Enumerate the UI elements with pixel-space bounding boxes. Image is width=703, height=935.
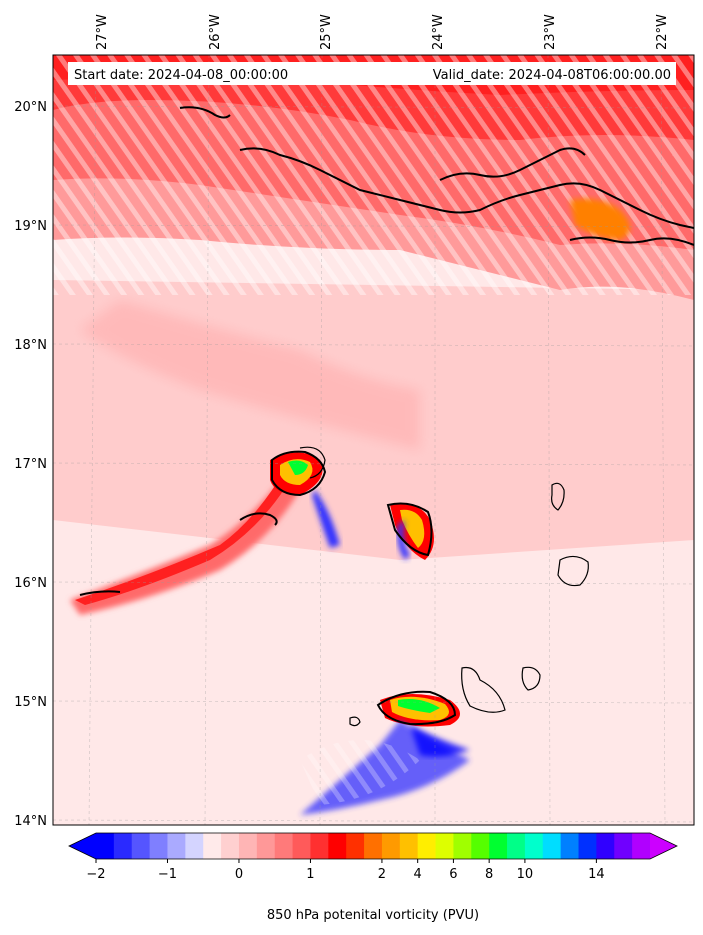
colorbar-cell: [113, 833, 133, 859]
valid-date-text: Valid_date: 2024-04-08T06:00:00.00: [433, 68, 671, 83]
colorbar-cell: [381, 833, 401, 859]
colorbar-cell: [435, 833, 454, 859]
colorbar-tick-label: 4: [414, 867, 422, 882]
colorbar-cell: [96, 833, 115, 859]
colorbar-cell: [614, 833, 633, 859]
colorbar-tick-label: 2: [378, 867, 386, 882]
colorbar-cell: [507, 833, 526, 859]
colorbar-tick-label: 10: [517, 867, 534, 882]
colorbar-cell: [274, 833, 294, 859]
lon-label: 23°W: [543, 14, 558, 50]
colorbar-tick-label: −2: [86, 867, 105, 882]
colorbar-cell: [524, 833, 544, 859]
lon-label: 27°W: [95, 14, 110, 50]
lat-label: 15°N: [14, 695, 47, 710]
colorbar-cell: [489, 833, 508, 859]
colorbar-under-arrow: [69, 833, 96, 859]
colorbar-tick-label: 0: [235, 867, 243, 882]
map-frame: [52, 54, 695, 826]
colorbar-cell: [578, 833, 597, 859]
colorbar-label: 850 hPa potenital vorticity (PVU): [267, 908, 479, 923]
colorbar-over-arrow: [650, 833, 677, 859]
longitude-labels: 27°W 26°W 25°W 24°W 23°W 22°W: [95, 14, 670, 50]
colorbar-cell: [149, 833, 168, 859]
lat-label: 20°N: [14, 100, 47, 115]
colorbar-tick-label: 8: [485, 867, 493, 882]
lon-label: 26°W: [208, 14, 223, 50]
colorbar-cell: [292, 833, 311, 859]
colorbar-tick-label: 14: [588, 867, 605, 882]
lon-label: 22°W: [655, 14, 670, 50]
colorbar-cell: [131, 833, 151, 859]
date-info-box: [68, 62, 676, 85]
coastlines: [299, 446, 589, 727]
colorbar-cell: [238, 833, 258, 859]
colorbar-cell: [560, 833, 580, 859]
colorbar-cell: [328, 833, 347, 859]
colorbar-cell: [364, 833, 383, 859]
start-date-text: Start date: 2024-04-08_00:00:00: [74, 68, 288, 83]
colorbar-cell: [453, 833, 472, 859]
colorbar-cell: [596, 833, 615, 859]
colorbar-cell: [310, 833, 329, 859]
lat-label: 19°N: [14, 219, 47, 234]
latitude-labels: 20°N 19°N 18°N 17°N 16°N 15°N 14°N: [14, 100, 47, 829]
lat-label: 14°N: [14, 814, 47, 829]
colorbar-tick-label: 6: [449, 867, 457, 882]
lat-label: 17°N: [14, 457, 47, 472]
colorbar-cell: [167, 833, 186, 859]
lon-label: 24°W: [431, 14, 446, 50]
colorbar-cell: [185, 833, 204, 859]
pv-contours: [79, 106, 694, 726]
colorbar-cell: [632, 833, 651, 859]
colorbar-cell: [417, 833, 437, 859]
colorbar-tick-label: 1: [306, 867, 314, 882]
colorbar-cell: [256, 833, 276, 859]
colorbar-cell: [346, 833, 365, 859]
lat-label: 18°N: [14, 338, 47, 353]
colorbar-cell: [203, 833, 222, 859]
lon-label: 25°W: [319, 14, 334, 50]
potential-vorticity-field: [53, 55, 694, 825]
colorbar-cell: [471, 833, 490, 859]
lat-label: 16°N: [14, 576, 47, 591]
colorbar: −2 −1 0 1 2 4 6 8 10 14: [68, 832, 678, 882]
colorbar-tick-label: −1: [158, 867, 177, 882]
colorbar-cell: [542, 833, 562, 859]
graticule: [53, 55, 694, 825]
colorbar-cell: [399, 833, 419, 859]
colorbar-cell: [221, 833, 240, 859]
